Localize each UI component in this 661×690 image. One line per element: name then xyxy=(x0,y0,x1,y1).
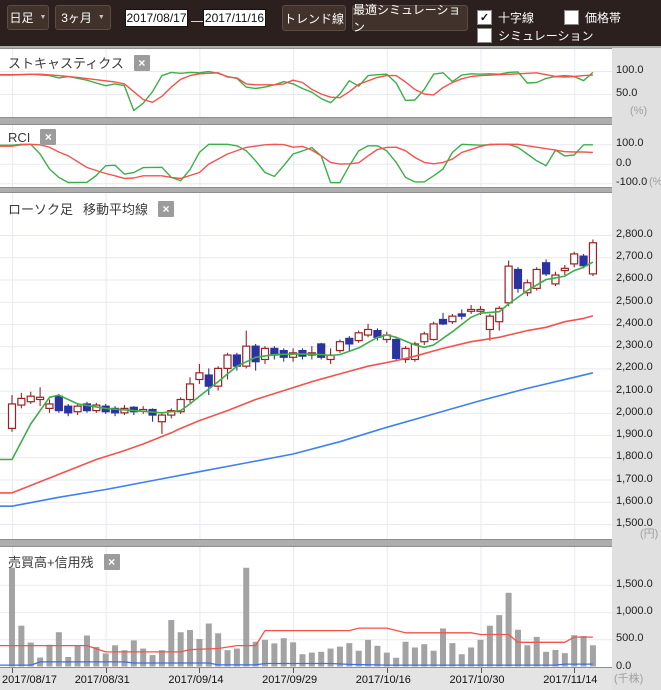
close-icon[interactable]: × xyxy=(103,553,120,570)
x-axis: 2017/08/17 2017/08/31 2017/09/14 2017/09/29… xyxy=(0,668,612,690)
axis-tick-label: 2,300.0 xyxy=(616,339,653,352)
axis-unit-label: (%) xyxy=(649,176,661,189)
x-axis-tick xyxy=(574,668,576,673)
timeframe-label: 日足 xyxy=(9,11,34,25)
moving-average-title: 移動平均線 xyxy=(83,202,149,217)
x-axis-tick xyxy=(199,668,201,673)
x-axis-date-label: 2017/08/31 xyxy=(74,674,130,686)
axis-tick-label: 1,700.0 xyxy=(616,472,653,485)
axis-tick-label: 1,000.0 xyxy=(616,605,653,618)
axis-tick-label: 0.0 xyxy=(616,156,632,169)
optimal-simulation-button[interactable]: 最適シミュレーション xyxy=(352,3,468,34)
x-axis-date-label: 2017/11/14 xyxy=(543,674,598,686)
volume-chart[interactable] xyxy=(0,547,612,667)
axis-tick-label: 2,700.0 xyxy=(616,250,653,263)
simulation-checkbox[interactable]: シミュレーション xyxy=(477,27,594,44)
rci-title: RCI xyxy=(8,129,31,145)
candlestick-chart[interactable] xyxy=(0,193,612,539)
x-axis-tick xyxy=(293,668,295,673)
axis-tick-label: 1,500.0 xyxy=(616,516,653,529)
period-dropdown[interactable]: 3ヶ月 ▼ xyxy=(55,5,111,30)
timeframe-dropdown[interactable]: 日足 ▼ xyxy=(7,5,49,30)
x-axis-date-label: 2017/09/14 xyxy=(168,674,224,686)
date-range-separator: — xyxy=(191,13,204,28)
y-axis-strip: 100.050.0(%)100.00.0-100.0(%)2,800.02,70… xyxy=(612,48,661,690)
x-axis-date-label: 2017/10/30 xyxy=(449,674,505,686)
axis-tick-label: 2,100.0 xyxy=(616,383,653,396)
crosshair-checkbox[interactable]: ✓ 十字線 xyxy=(477,9,534,26)
close-icon[interactable]: × xyxy=(158,200,175,217)
axis-tick-label: 2,400.0 xyxy=(616,316,653,329)
axis-tick-label: 2,000.0 xyxy=(616,405,653,418)
axis-unit-label: (千株) xyxy=(614,673,644,685)
checkbox-unchecked-icon xyxy=(477,28,492,43)
x-axis-tick xyxy=(105,668,107,673)
axis-tick-label: 2,800.0 xyxy=(616,228,653,240)
candlestick-panel: ローソク足 移動平均線 × xyxy=(0,192,612,540)
rci-chart[interactable] xyxy=(0,125,612,187)
trendline-button[interactable]: トレンド線 xyxy=(282,5,346,31)
x-axis-date-label: 2017/09/29 xyxy=(262,674,318,686)
volume-panel: 売買高+信用残 × xyxy=(0,546,612,668)
candlestick-title: ローソク足 xyxy=(8,202,74,217)
axis-tick-label: 2,200.0 xyxy=(616,361,653,374)
stochastics-chart[interactable] xyxy=(0,49,612,117)
axis-tick-label: 1,600.0 xyxy=(616,494,653,507)
axis-tick-label: 500.0 xyxy=(616,632,644,645)
x-axis-date-label: 2017/08/17 xyxy=(2,674,58,686)
axis-tick-label: 100.0 xyxy=(616,137,644,150)
date-to-input[interactable]: 2017/11/16 xyxy=(203,9,266,27)
axis-tick-label: -100.0 xyxy=(616,176,648,189)
axis-tick-label: 2,600.0 xyxy=(616,272,653,285)
axis-tick-label: 1,800.0 xyxy=(616,450,653,463)
period-label: 3ヶ月 xyxy=(61,11,92,25)
x-axis-tick xyxy=(12,668,13,673)
rci-panel: RCI × xyxy=(0,124,612,188)
axis-tick-label: 1,500.0 xyxy=(616,577,653,590)
axis-tick-label: 0.0 xyxy=(616,659,632,672)
x-axis-tick xyxy=(386,668,388,673)
checkbox-unchecked-icon xyxy=(564,10,579,25)
x-axis-date-label: 2017/10/16 xyxy=(355,674,411,686)
simulation-checkbox-label: シミュレーション xyxy=(498,29,594,43)
close-icon[interactable]: × xyxy=(133,54,150,71)
price-band-checkbox[interactable]: 価格帯 xyxy=(564,9,621,26)
chevron-down-icon: ▼ xyxy=(39,14,47,21)
x-axis-tick xyxy=(480,668,482,673)
volume-title: 売買高+信用残 xyxy=(8,555,94,570)
close-icon[interactable]: × xyxy=(40,129,57,145)
date-from-input[interactable]: 2017/08/17 xyxy=(125,9,188,27)
axis-tick-label: 50.0 xyxy=(616,87,638,99)
axis-tick-label: 1,900.0 xyxy=(616,428,653,441)
price-band-checkbox-label: 価格帯 xyxy=(585,11,622,25)
crosshair-checkbox-label: 十字線 xyxy=(498,11,535,25)
axis-tick-label: 100.0 xyxy=(616,64,644,76)
axis-unit-label: (%) xyxy=(630,105,648,117)
stochastics-title: ストキャスティクス xyxy=(8,56,124,71)
axis-unit-label: (円) xyxy=(640,528,659,540)
chevron-down-icon: ▼ xyxy=(97,14,105,21)
axis-tick-label: 2,500.0 xyxy=(616,294,653,307)
stochastics-panel: ストキャスティクス × xyxy=(0,48,612,118)
toolbar: 日足 ▼ 3ヶ月 ▼ 2017/08/17 — 2017/11/16 トレンド線… xyxy=(0,0,661,46)
checkbox-checked-icon: ✓ xyxy=(477,10,492,25)
